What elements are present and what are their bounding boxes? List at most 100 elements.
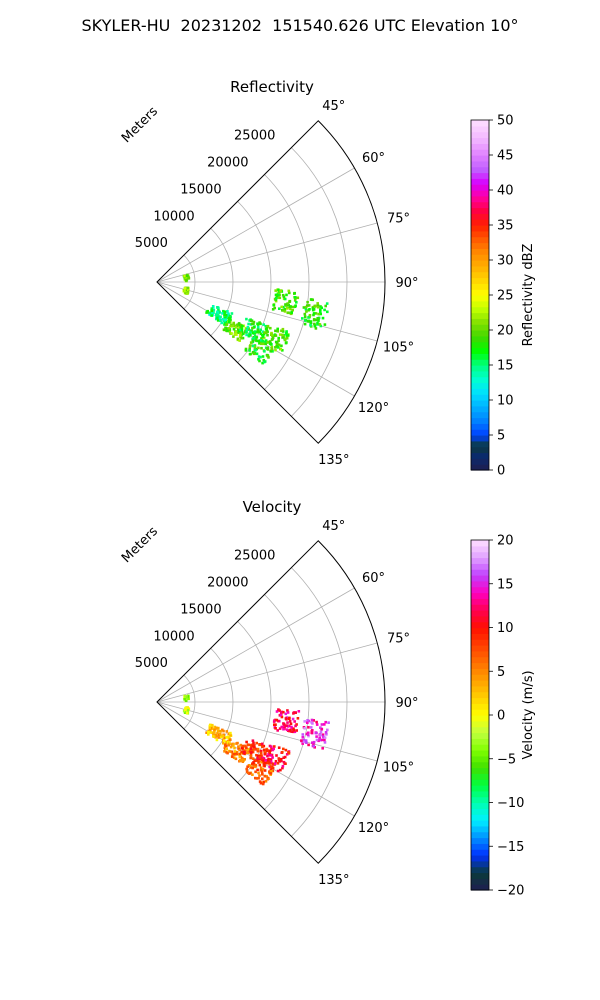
echo-pixel bbox=[280, 715, 284, 719]
echo-pixel bbox=[265, 327, 268, 330]
echo-pixel bbox=[269, 342, 272, 345]
echo-pixel bbox=[217, 308, 220, 312]
echo-pixel bbox=[306, 300, 309, 304]
echo-pixel bbox=[216, 731, 219, 735]
colorbar-tick-label: 5 bbox=[497, 429, 505, 444]
echo-pixel bbox=[284, 748, 288, 752]
echo-pixel bbox=[282, 710, 285, 714]
colorbar-segment bbox=[471, 586, 489, 594]
echo-pixel bbox=[244, 749, 247, 752]
echo-pixel bbox=[249, 747, 253, 750]
colorbar-segment bbox=[471, 440, 489, 448]
echo-pixel bbox=[324, 731, 328, 734]
echo-pixel bbox=[216, 316, 219, 320]
echo-pixel bbox=[304, 319, 307, 322]
colorbar-segment bbox=[471, 668, 489, 675]
colorbar-segment bbox=[471, 178, 489, 185]
azimuth-tick-label: 75° bbox=[387, 631, 410, 646]
echo-pixel bbox=[252, 748, 255, 751]
echo-pixel bbox=[208, 724, 212, 728]
echo-pixel bbox=[295, 301, 298, 304]
echo-pixel bbox=[215, 738, 219, 742]
colorbar-segment bbox=[471, 884, 489, 891]
colorbar-label: Velocity (m/s) bbox=[521, 670, 536, 759]
echo-pixel bbox=[282, 727, 285, 731]
colorbar-segment bbox=[471, 796, 489, 804]
echo-pixel bbox=[269, 765, 273, 768]
echo-pixel bbox=[286, 709, 289, 712]
echo-pixel bbox=[243, 751, 246, 754]
echo-pixel bbox=[257, 330, 261, 334]
echo-pixel bbox=[183, 287, 187, 290]
echo-pixel bbox=[284, 712, 288, 716]
echo-pixel bbox=[232, 327, 236, 331]
echo-pixel bbox=[272, 747, 275, 751]
echo-pixel bbox=[224, 318, 228, 321]
echo-pixel bbox=[263, 360, 267, 363]
echo-pixel bbox=[262, 759, 265, 763]
echo-pixel bbox=[244, 349, 248, 352]
colorbar-segment bbox=[471, 592, 489, 599]
echo-pixel bbox=[213, 725, 217, 729]
echo-pixel bbox=[275, 718, 279, 722]
range-tick-label: 20000 bbox=[207, 576, 248, 591]
echo-pixel bbox=[307, 726, 310, 729]
echo-pixel bbox=[326, 310, 329, 314]
echo-pixel bbox=[261, 330, 265, 333]
range-axis-label: Meters bbox=[119, 104, 161, 146]
echo-pixel bbox=[216, 314, 219, 317]
echo-pixel bbox=[268, 340, 272, 343]
echo-pixel bbox=[228, 316, 231, 320]
echo-pixel bbox=[249, 754, 253, 758]
echo-pixel bbox=[258, 756, 262, 759]
echo-pixel bbox=[212, 735, 215, 738]
echo-pixel bbox=[270, 347, 273, 350]
echo-pixel bbox=[230, 323, 233, 327]
echo-pixel bbox=[274, 299, 278, 303]
echo-pixel bbox=[252, 337, 256, 340]
echo-pixel bbox=[271, 762, 274, 766]
colorbar-segment bbox=[471, 837, 489, 844]
colorbar-segment bbox=[471, 580, 489, 588]
echo-pixel bbox=[186, 292, 189, 295]
colorbar-segment bbox=[471, 254, 489, 261]
echo-pixel bbox=[208, 311, 212, 315]
echo-pixel bbox=[230, 750, 234, 754]
colorbar-segment bbox=[471, 359, 489, 366]
echo-pixel bbox=[251, 743, 254, 747]
echo-pixel bbox=[325, 302, 329, 305]
echo-pixel bbox=[257, 761, 260, 764]
echo-pixel bbox=[287, 729, 290, 732]
echo-pixel bbox=[223, 313, 226, 317]
echo-pixel bbox=[245, 746, 248, 749]
echo-pixel bbox=[312, 318, 316, 322]
colorbar-segment bbox=[471, 598, 489, 605]
colorbar-segment bbox=[471, 184, 489, 191]
echo-pixel bbox=[253, 746, 256, 749]
echo-pixel bbox=[303, 315, 307, 318]
echo-pixel bbox=[185, 711, 189, 715]
echo-pixel bbox=[252, 352, 256, 356]
echo-pixel bbox=[315, 735, 318, 738]
echo-pixel bbox=[222, 309, 225, 313]
colorbar-segment bbox=[471, 610, 489, 617]
echo-pixel bbox=[263, 774, 267, 778]
echo-pixel bbox=[279, 347, 283, 351]
echo-pixel bbox=[255, 753, 258, 757]
echo-pixel bbox=[227, 735, 230, 739]
echo-pixel bbox=[223, 328, 226, 332]
echo-pixel bbox=[249, 344, 252, 347]
echo-pixel bbox=[186, 708, 190, 712]
colorbar-segment bbox=[471, 295, 489, 302]
colorbar-segment bbox=[471, 271, 489, 279]
echo-pixel bbox=[302, 740, 306, 744]
colorbar-segment bbox=[471, 201, 489, 209]
azimuth-tick-label: 135° bbox=[318, 873, 349, 888]
echo-pixel bbox=[292, 711, 296, 714]
echo-pixel bbox=[253, 345, 257, 348]
echo-pixel bbox=[276, 330, 280, 333]
echo-pixel bbox=[228, 330, 232, 333]
colorbar-segment bbox=[471, 709, 489, 716]
colorbar-segment bbox=[471, 283, 489, 290]
echo-layer bbox=[182, 273, 329, 365]
